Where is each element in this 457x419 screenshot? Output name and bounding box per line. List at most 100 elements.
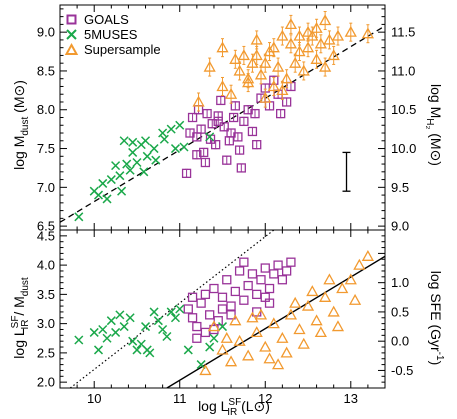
supersample-point (199, 364, 212, 376)
goals-point (239, 295, 249, 305)
right-y-tick-label: 10.0 (391, 141, 416, 156)
5muses-point (166, 307, 176, 317)
5muses-point (139, 167, 149, 177)
5muses-point (102, 194, 112, 204)
goals-error-bar (255, 140, 259, 150)
bottom-right-axis-label: log SFE (Gyr-1) (428, 271, 445, 365)
supersample-point (319, 14, 332, 26)
supersample-point (284, 37, 298, 49)
5muses-point (115, 171, 125, 181)
supersample-point (297, 64, 310, 76)
goals-error-bar (253, 109, 257, 119)
5muses-point (111, 327, 121, 337)
bottom-data-layer (69, 230, 385, 388)
5muses-point (119, 322, 129, 332)
x-axis-label: log LSF IR (L⊙) (198, 397, 270, 418)
5muses-point (175, 120, 185, 130)
supersample-point (192, 95, 205, 107)
goals-error-bar (210, 119, 214, 129)
y-tick-label: 7.0 (37, 180, 55, 195)
y-tick-label: 8.0 (37, 102, 55, 117)
5muses-point (98, 178, 108, 188)
right-y-tick-label: 9.0 (391, 219, 409, 234)
legend-goals-label: GOALS (84, 12, 129, 27)
5muses-point (151, 155, 161, 165)
supersample-point (203, 60, 216, 72)
supersample-point (301, 299, 315, 311)
right-y-tick-label: -0.5 (391, 363, 413, 378)
bottom-y-axis-label: log LSFIR / Mdust (10, 277, 31, 359)
legend: GOALS 5MUSES Supersample (64, 12, 161, 57)
supersample-point (310, 314, 323, 326)
goals-error-bar (216, 111, 220, 121)
supersample-point (323, 273, 336, 285)
bottom-axes: 10 11 12 13 2.0 2.5 3.0 3.5 4.0 4.5 -0.5 0.0 0.5 1.0 (37, 228, 413, 406)
supersample-point (361, 27, 374, 39)
goals-point (239, 257, 249, 267)
right-y-tick-label: 1.0 (391, 275, 409, 290)
5muses-point (111, 161, 121, 171)
supersample-point (314, 326, 327, 338)
supersample-point (306, 285, 319, 297)
5muses-point (128, 336, 138, 346)
supersample-point (207, 320, 221, 332)
goals-error-bar (285, 97, 289, 107)
supersample-point (242, 349, 255, 361)
5muses-point (128, 137, 138, 147)
supersample-point (250, 33, 263, 45)
supersample-point (259, 91, 272, 103)
right-y-tick-label: 11.5 (391, 25, 415, 40)
goals-point (252, 307, 262, 317)
goals-point (187, 112, 198, 123)
goals-point (183, 304, 193, 314)
5muses-point (89, 186, 99, 196)
goals-error-bar (225, 155, 229, 165)
goals-point (192, 150, 202, 160)
5muses-point (119, 136, 129, 146)
supersample-point (233, 64, 246, 76)
top-data-layer (60, 11, 385, 223)
goals-point (230, 286, 240, 297)
supersample-point (229, 52, 242, 64)
goals-point (217, 304, 228, 314)
typical-error-bar (342, 151, 351, 192)
5muses-point (102, 333, 112, 343)
goals-error-bar (227, 136, 231, 146)
legend-5muses-marker (66, 29, 77, 40)
goals-point (200, 289, 211, 300)
y-tick-label: 4.5 (37, 228, 55, 243)
y-tick-label: 3.5 (37, 287, 55, 302)
supersample-point (280, 72, 293, 84)
goals-point (213, 111, 223, 121)
goals-point (200, 327, 211, 338)
5muses-point (74, 212, 84, 222)
5muses-point (106, 175, 116, 185)
goals-error-bar (185, 168, 189, 178)
5muses-point (175, 304, 185, 314)
5muses-point (205, 342, 215, 352)
supersample-point (284, 18, 298, 30)
x-tick-label: 11 (173, 391, 187, 406)
goals-point (222, 275, 232, 285)
goals-point (187, 313, 198, 323)
goals-point (281, 266, 292, 276)
goals-error-bar (233, 101, 237, 111)
supersample-point (259, 56, 272, 68)
goals-point (252, 289, 262, 300)
supersample-point (348, 293, 362, 305)
5muses-point (106, 316, 116, 326)
5muses-point (183, 345, 193, 355)
5muses-point (132, 345, 142, 355)
y-tick-label: 4.0 (37, 258, 55, 273)
goals-point (247, 126, 258, 137)
goals-point (264, 283, 275, 294)
goals-point (205, 310, 215, 320)
goals-point (192, 132, 202, 142)
y-tick-label: 9.0 (37, 25, 55, 40)
goals-error-bar (238, 145, 242, 155)
5muses-point (170, 313, 180, 323)
supersample-point (224, 355, 238, 367)
supersample-point (242, 76, 255, 88)
5muses-point (158, 128, 168, 138)
